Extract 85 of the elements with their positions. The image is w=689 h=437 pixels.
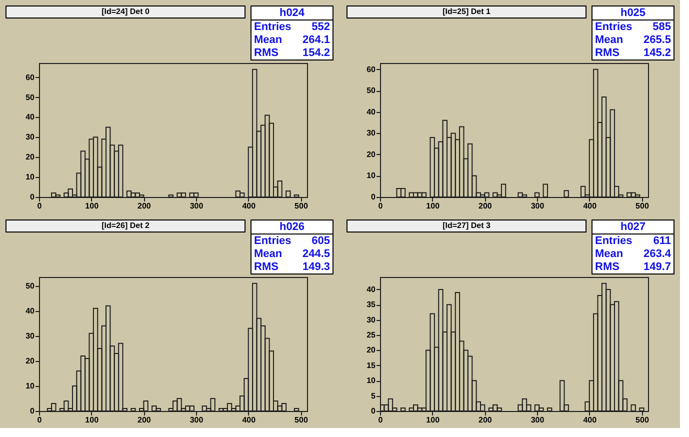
y-tick-label: 10 bbox=[366, 171, 376, 180]
x-tick-label: 100 bbox=[85, 416, 100, 424]
text: 149.7 bbox=[643, 261, 671, 273]
x-tick-label: 400 bbox=[583, 416, 598, 424]
x-tick-label: 300 bbox=[530, 416, 545, 424]
x-tick-label: 0 bbox=[37, 416, 42, 424]
text: Mean bbox=[254, 248, 282, 260]
y-tick-label: 15 bbox=[366, 360, 376, 370]
text: 263.4 bbox=[643, 248, 672, 260]
y-tick-label: 40 bbox=[26, 306, 36, 316]
text: 552 bbox=[312, 21, 330, 33]
x-tick-label: 0 bbox=[378, 202, 384, 210]
x-tick-label: 100 bbox=[426, 416, 440, 424]
y-tick-label: 20 bbox=[26, 356, 36, 366]
x-tick-label: 500 bbox=[294, 202, 308, 210]
x-tick-label: 100 bbox=[426, 202, 440, 210]
chart-title: [Id=25] Det 1 bbox=[442, 7, 491, 16]
chart-title: [Id=24] Det 0 bbox=[102, 7, 150, 16]
text: Entries bbox=[595, 21, 632, 33]
x-tick-label: 500 bbox=[636, 202, 650, 210]
y-tick-label: 0 bbox=[371, 406, 376, 416]
y-tick-label: 50 bbox=[366, 86, 376, 96]
x-tick-label: 0 bbox=[37, 202, 42, 210]
text: 244.5 bbox=[302, 248, 330, 260]
text: RMS bbox=[595, 261, 620, 273]
text: h027 bbox=[620, 221, 646, 233]
x-tick-label: 0 bbox=[378, 416, 384, 424]
x-tick-label: 400 bbox=[242, 202, 256, 210]
x-tick-label: 300 bbox=[530, 202, 545, 210]
y-tick-label: 30 bbox=[26, 331, 36, 340]
text: RMS bbox=[595, 47, 620, 59]
y-tick-label: 35 bbox=[366, 300, 376, 310]
text: Mean bbox=[254, 34, 282, 46]
text: Mean bbox=[595, 248, 624, 260]
text: Entries bbox=[254, 21, 292, 33]
text: Entries bbox=[595, 235, 632, 247]
y-tick-label: 20 bbox=[366, 346, 376, 355]
y-tick-label: 5 bbox=[371, 391, 376, 400]
text: 605 bbox=[312, 235, 330, 247]
y-tick-label: 30 bbox=[26, 132, 36, 142]
y-tick-label: 10 bbox=[26, 381, 36, 390]
y-tick-label: 0 bbox=[371, 192, 376, 202]
text: h026 bbox=[279, 221, 305, 233]
y-tick-label: 20 bbox=[366, 150, 376, 159]
y-tick-label: 10 bbox=[26, 172, 36, 182]
text: RMS bbox=[254, 261, 278, 273]
x-tick-label: 500 bbox=[294, 416, 308, 424]
text: 265.5 bbox=[643, 34, 671, 46]
y-tick-label: 20 bbox=[26, 152, 36, 162]
y-tick-label: 40 bbox=[366, 284, 376, 294]
x-tick-label: 300 bbox=[190, 416, 204, 424]
y-tick-label: 0 bbox=[30, 192, 36, 202]
chart-title: [Id=26] Det 2 bbox=[102, 221, 150, 230]
y-tick-label: 10 bbox=[366, 376, 376, 386]
y-tick-label: 50 bbox=[26, 92, 36, 102]
y-tick-label: 0 bbox=[30, 406, 36, 416]
y-tick-label: 50 bbox=[26, 281, 36, 290]
text: Mean bbox=[595, 34, 624, 46]
y-tick-label: 25 bbox=[366, 330, 376, 340]
x-tick-label: 200 bbox=[478, 202, 492, 210]
x-tick-label: 300 bbox=[190, 202, 204, 210]
x-tick-label: 100 bbox=[85, 202, 100, 210]
text: 611 bbox=[653, 235, 671, 247]
x-tick-label: 200 bbox=[478, 416, 492, 424]
y-tick-label: 30 bbox=[366, 128, 376, 138]
text: RMS bbox=[254, 47, 278, 59]
text: 585 bbox=[652, 21, 671, 33]
text: 149.3 bbox=[302, 261, 330, 273]
y-tick-label: 60 bbox=[366, 64, 376, 74]
chart-title: [Id=27] Det 3 bbox=[442, 221, 491, 230]
x-tick-label: 200 bbox=[138, 416, 152, 424]
x-tick-label: 200 bbox=[138, 202, 152, 210]
text: 145.2 bbox=[643, 47, 671, 59]
x-tick-label: 400 bbox=[583, 202, 598, 210]
y-tick-label: 40 bbox=[366, 107, 376, 116]
y-tick-label: 60 bbox=[26, 72, 36, 82]
x-tick-label: 400 bbox=[242, 416, 256, 424]
text: 154.2 bbox=[302, 47, 330, 59]
x-tick-label: 500 bbox=[636, 416, 650, 424]
text: h024 bbox=[279, 7, 306, 19]
text: Entries bbox=[254, 235, 292, 247]
text: h025 bbox=[620, 7, 646, 19]
y-tick-label: 30 bbox=[366, 315, 376, 324]
text: 264.1 bbox=[302, 34, 330, 46]
y-tick-label: 40 bbox=[26, 112, 36, 122]
